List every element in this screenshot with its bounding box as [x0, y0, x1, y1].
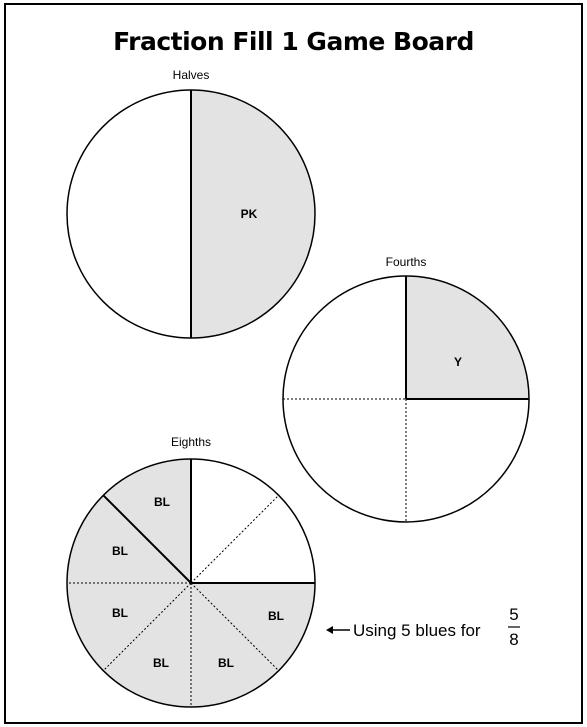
annotation: Using 5 blues for 5 8 — [326, 605, 520, 649]
fourths-circle: Y — [282, 275, 530, 523]
eighths-piece-label: BL — [268, 609, 284, 623]
fourths-piece-top-right[interactable] — [406, 276, 529, 399]
fourths-label: Fourths — [386, 255, 427, 269]
halves-label: Halves — [173, 68, 210, 82]
annotation-text: Using 5 blues for — [353, 621, 481, 640]
halves-circle: PK — [66, 89, 316, 339]
eighths-piece-label: BL — [153, 656, 169, 670]
eighths-piece-label: BL — [112, 544, 128, 558]
fourths-piece-label: Y — [454, 355, 462, 369]
eighths-circle: BL BL BL BL BL BL — [66, 458, 316, 708]
halves-piece-right[interactable] — [191, 90, 315, 338]
eighths-piece-label: BL — [112, 606, 128, 620]
eighths-piece-top-left[interactable] — [103, 459, 191, 583]
fraction-denominator: 8 — [509, 630, 518, 649]
halves-piece-left[interactable] — [67, 90, 191, 338]
board-title: Fraction Fill 1 Game Board — [113, 27, 474, 56]
eighths-label: Eighths — [171, 435, 211, 449]
eighths-piece-upper-left[interactable] — [66, 495, 191, 583]
eighths-piece-bottom-right[interactable] — [191, 583, 279, 707]
halves-piece-label: PK — [241, 207, 258, 221]
fraction-numerator: 5 — [509, 605, 518, 624]
eighths-piece-bottom-left[interactable] — [103, 583, 191, 707]
eighths-piece-label: BL — [218, 656, 234, 670]
eighths-piece-label: BL — [154, 495, 170, 509]
arrow-head-icon — [326, 626, 333, 634]
eighths-piece-lower-left[interactable] — [67, 583, 191, 671]
eighths-piece-lower-right[interactable] — [191, 583, 316, 671]
